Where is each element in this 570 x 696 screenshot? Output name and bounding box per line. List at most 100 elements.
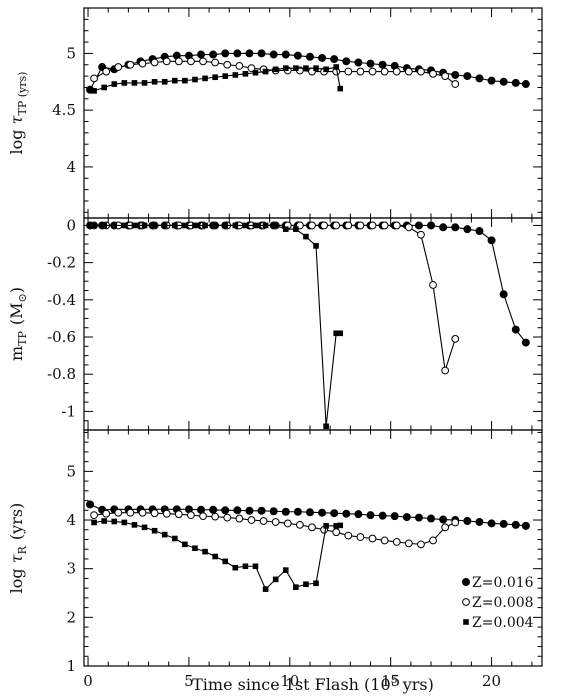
panel-tau-tp: 4 4.5 5 log τTP (yrs) xyxy=(7,7,543,219)
data-point xyxy=(90,511,98,520)
data-point xyxy=(86,500,95,509)
data-point xyxy=(344,531,353,540)
data-point xyxy=(131,222,138,229)
y-axis-label: log τR(yrs) xyxy=(7,503,29,594)
data-point xyxy=(402,513,411,522)
data-point xyxy=(303,233,309,240)
data-point xyxy=(511,78,520,87)
data-point xyxy=(222,222,229,229)
data-point xyxy=(141,524,148,531)
data-point xyxy=(262,222,269,229)
data-point xyxy=(232,72,239,78)
data-point xyxy=(380,67,389,76)
data-point xyxy=(161,222,168,229)
data-point xyxy=(441,523,450,532)
data-point xyxy=(212,553,218,560)
data-point xyxy=(171,222,178,229)
data-point xyxy=(182,222,188,229)
data-point xyxy=(235,61,244,70)
y-tick-label: -0.6 xyxy=(47,328,76,346)
data-point xyxy=(451,70,460,79)
data-point xyxy=(368,534,377,543)
data-point xyxy=(392,221,401,230)
data-point xyxy=(366,59,375,68)
x-tick-label: 10 xyxy=(280,672,299,690)
data-point xyxy=(192,76,198,83)
data-point xyxy=(91,222,97,229)
data-point xyxy=(330,55,339,64)
data-point xyxy=(162,57,171,66)
data-point xyxy=(499,290,508,299)
data-point xyxy=(126,60,135,69)
data-point xyxy=(342,57,351,66)
data-point xyxy=(404,67,413,76)
data-point xyxy=(380,221,389,230)
legend-marker xyxy=(463,619,469,625)
panel-tau-r: 1 2 3 4 5 log τR(yrs) 0 5 10 15 20 Time since 1st F… xyxy=(7,429,543,694)
data-point xyxy=(199,512,207,521)
series-filled-circle xyxy=(86,221,530,347)
data-point xyxy=(313,243,319,249)
data-point xyxy=(245,49,254,58)
data-point xyxy=(368,67,377,76)
data-point xyxy=(91,88,97,94)
y-tick-label: -1 xyxy=(61,402,76,420)
data-point xyxy=(232,564,239,571)
series-filled-square xyxy=(91,222,344,430)
data-point xyxy=(252,222,259,229)
legend-label: Z=0.008 xyxy=(472,595,534,611)
data-point xyxy=(356,221,365,230)
data-point xyxy=(121,80,128,86)
data-point xyxy=(390,512,399,521)
data-point xyxy=(499,519,508,528)
data-point xyxy=(233,506,242,515)
data-point xyxy=(282,65,289,71)
x-tick-label: 5 xyxy=(184,672,194,690)
data-point xyxy=(511,520,520,529)
data-point xyxy=(451,334,460,343)
data-point xyxy=(427,514,436,523)
data-point xyxy=(257,506,266,515)
data-point xyxy=(126,508,135,517)
data-point xyxy=(161,78,168,85)
data-point xyxy=(101,84,107,91)
data-point xyxy=(463,516,472,525)
data-point xyxy=(282,567,289,573)
data-point xyxy=(223,60,232,69)
y-tick-label: 1 xyxy=(66,657,76,675)
data-point xyxy=(499,77,508,86)
data-point xyxy=(303,581,309,588)
data-point xyxy=(429,536,437,545)
data-point xyxy=(202,548,208,555)
data-point xyxy=(150,509,159,518)
data-point xyxy=(187,57,195,66)
data-point xyxy=(293,584,299,590)
data-point xyxy=(282,226,289,232)
data-point xyxy=(283,519,292,528)
data-point xyxy=(211,58,220,67)
data-point xyxy=(111,518,118,525)
data-point xyxy=(303,65,309,71)
data-point xyxy=(192,222,198,229)
data-point xyxy=(174,57,183,66)
data-point xyxy=(245,506,254,515)
y-tick-label: 4 xyxy=(66,511,76,529)
plot-frame xyxy=(83,217,543,431)
data-point xyxy=(247,516,256,524)
data-point xyxy=(441,72,450,81)
series-filled-circle xyxy=(86,49,530,94)
y-tick-label: -0.2 xyxy=(47,254,76,272)
data-point xyxy=(521,80,530,89)
y-axis-label: mTP(M⊙) xyxy=(7,287,29,361)
series-line xyxy=(94,224,341,427)
data-point xyxy=(141,222,148,229)
series-filled-square xyxy=(91,64,344,94)
y-tick-label: 5 xyxy=(66,462,76,480)
data-point xyxy=(392,538,401,546)
data-point xyxy=(392,67,401,76)
data-point xyxy=(211,512,220,521)
data-point xyxy=(414,221,423,230)
data-point xyxy=(161,531,168,538)
data-point xyxy=(102,509,111,518)
series-open-circle xyxy=(90,508,460,549)
